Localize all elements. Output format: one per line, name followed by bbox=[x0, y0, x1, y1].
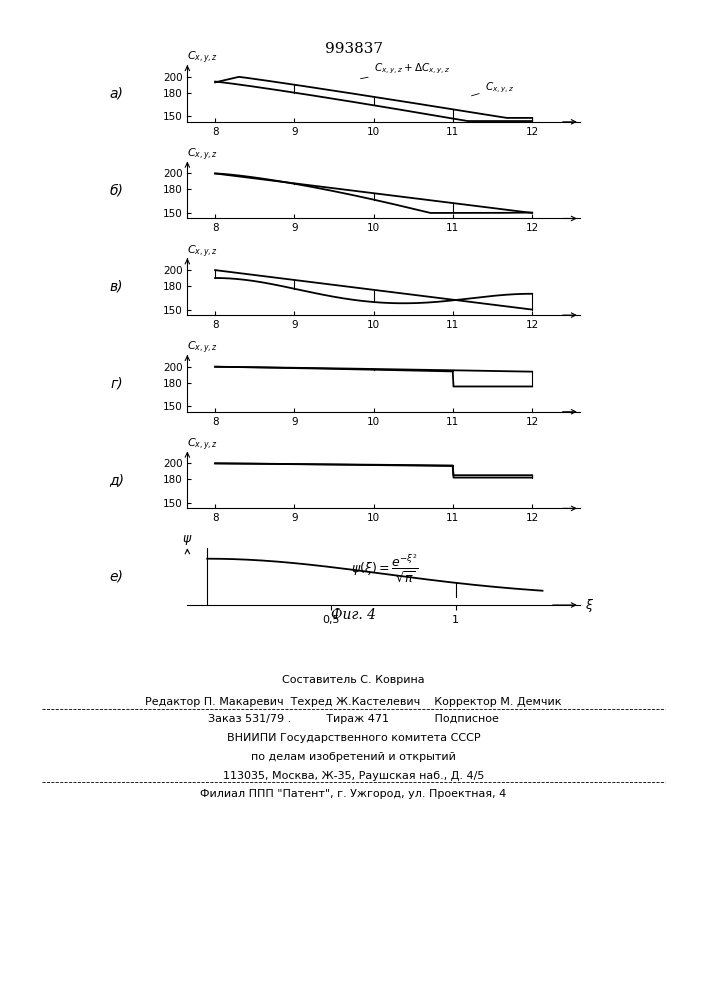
Text: г): г) bbox=[110, 376, 123, 390]
Text: д): д) bbox=[109, 473, 124, 487]
Text: $C_{x,y,z}+\Delta C_{x,y,z}$: $C_{x,y,z}+\Delta C_{x,y,z}$ bbox=[361, 62, 450, 79]
Text: $C_{x,y,z}$: $C_{x,y,z}$ bbox=[187, 147, 218, 163]
Text: а): а) bbox=[110, 86, 124, 100]
Text: Заказ 531/79 .          Тираж 471             Подписное: Заказ 531/79 . Тираж 471 Подписное bbox=[208, 713, 499, 723]
Text: б): б) bbox=[110, 183, 124, 197]
Text: Составитель С. Коврина: Составитель С. Коврина bbox=[282, 675, 425, 685]
Text: 993837: 993837 bbox=[325, 42, 382, 56]
Text: по делам изобретений и открытий: по делам изобретений и открытий bbox=[251, 752, 456, 762]
Text: $\xi$: $\xi$ bbox=[585, 596, 594, 614]
Text: е): е) bbox=[110, 570, 124, 584]
Text: Редактор П. Макаревич  Техред Ж.Кастелевич    Корректор М. Демчик: Редактор П. Макаревич Техред Ж.Кастелеви… bbox=[145, 697, 562, 707]
Text: $\psi(\xi)=\dfrac{e^{-\xi^2}}{\sqrt{\pi}}$: $\psi(\xi)=\dfrac{e^{-\xi^2}}{\sqrt{\pi}… bbox=[351, 553, 419, 584]
Text: в): в) bbox=[110, 280, 124, 294]
Text: $C_{x,y,z}$: $C_{x,y,z}$ bbox=[187, 243, 218, 260]
Text: $C_{x,y,z}$: $C_{x,y,z}$ bbox=[187, 50, 218, 66]
Text: Филиал ППП "Патент", г. Ужгород, ул. Проектная, 4: Филиал ППП "Патент", г. Ужгород, ул. Про… bbox=[200, 789, 507, 799]
Text: $C_{x,y,z}$: $C_{x,y,z}$ bbox=[187, 437, 218, 453]
Text: $C_{x,y,z}$: $C_{x,y,z}$ bbox=[187, 340, 218, 356]
Text: ВНИИПИ Государственного комитета СССР: ВНИИПИ Государственного комитета СССР bbox=[227, 733, 480, 743]
Text: $\psi$: $\psi$ bbox=[182, 533, 192, 547]
Text: Фиг. 4: Фиг. 4 bbox=[331, 608, 376, 622]
Text: 113035, Москва, Ж-35, Раушская наб., Д. 4/5: 113035, Москва, Ж-35, Раушская наб., Д. … bbox=[223, 771, 484, 781]
Text: $C_{x,y,z}$: $C_{x,y,z}$ bbox=[472, 81, 514, 96]
